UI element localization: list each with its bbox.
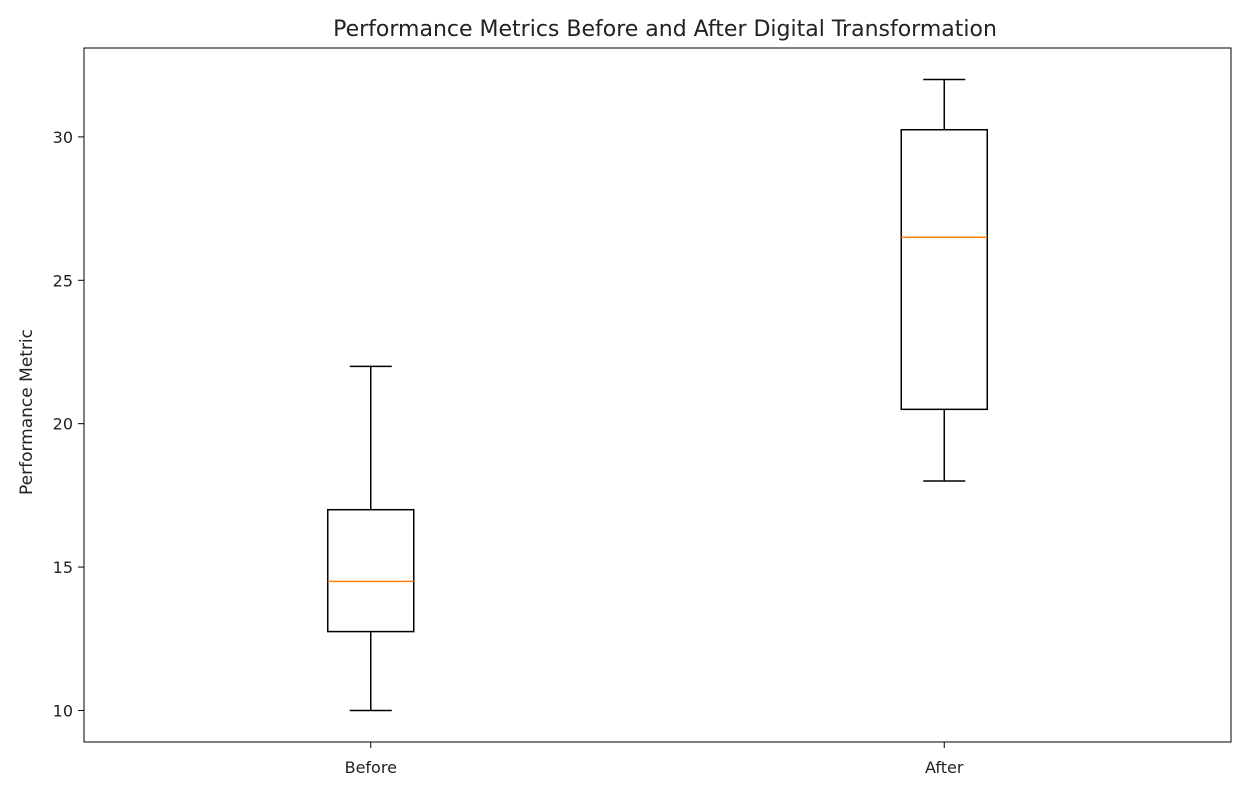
y-tick-label: 25 [53, 271, 73, 290]
x-tick-label: Before [345, 758, 397, 777]
y-tick-label: 10 [53, 701, 73, 720]
y-tick-label: 30 [53, 128, 73, 147]
box-after [900, 128, 988, 411]
box-before [327, 508, 415, 633]
chart-title: Performance Metrics Before and After Dig… [333, 17, 997, 42]
y-axis-title: Performance Metric [17, 329, 37, 495]
plot-area: 10 15 20 25 30 Before After [53, 47, 1232, 777]
y-tick-label: 15 [53, 558, 73, 577]
y-tick-label: 20 [53, 415, 73, 434]
x-tick-label: After [925, 758, 964, 777]
plot-frame [83, 47, 1232, 743]
